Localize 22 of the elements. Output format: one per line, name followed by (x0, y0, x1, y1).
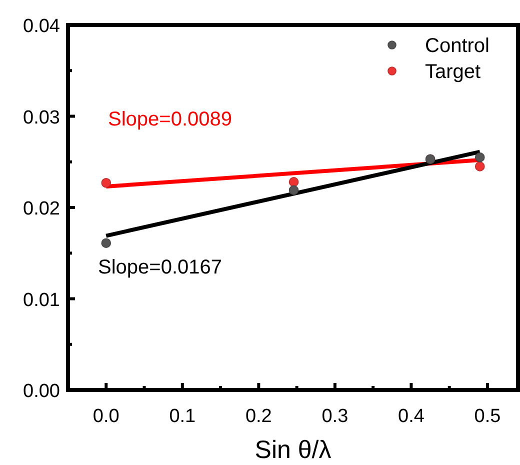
point (288, 177, 299, 187)
x-tick-label: 0.4 (398, 406, 425, 427)
legend-label: Target (425, 61, 482, 83)
x-tick-label: 0.3 (322, 406, 348, 427)
annotation: Slope=0.0167 (98, 256, 222, 278)
annotation: Slope=0.0089 (108, 108, 232, 130)
x-tick-label: 0.0 (92, 406, 120, 427)
y-tick-label: 0.02 (23, 198, 60, 220)
point (288, 185, 299, 196)
x-tick-label: 0.2 (245, 406, 272, 427)
point (101, 178, 112, 188)
y-tick-label: 0.04 (23, 16, 60, 37)
y-tick-label: 0.03 (23, 107, 60, 128)
point (474, 152, 485, 162)
point (101, 238, 112, 248)
point (474, 162, 485, 172)
x-tick-label: 0.1 (169, 406, 196, 427)
y-tick-label: 0.01 (23, 290, 60, 311)
x-axis-title: Sin θ/λ (254, 436, 332, 464)
x-tick-label: 0.5 (474, 406, 501, 427)
y-tick-label: 0.00 (23, 381, 60, 402)
legend-label: Control (425, 35, 490, 57)
